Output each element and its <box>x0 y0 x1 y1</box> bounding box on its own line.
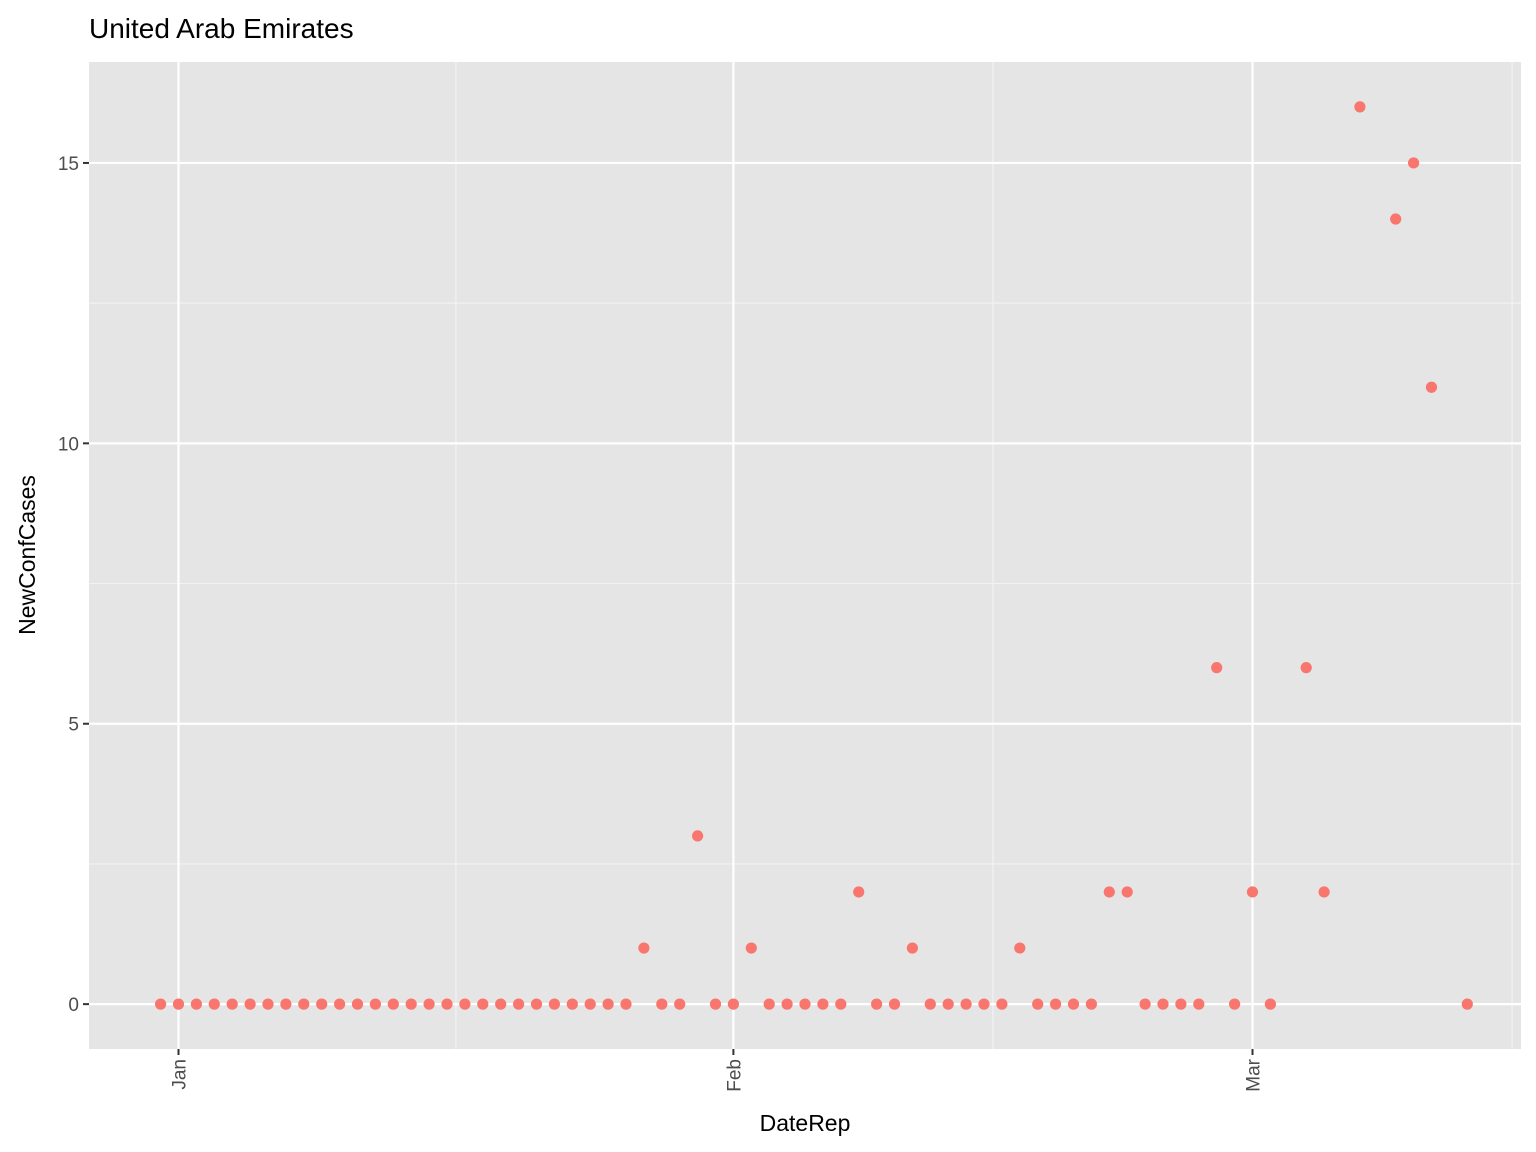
data-point <box>334 998 346 1010</box>
data-point <box>459 998 471 1010</box>
data-point <box>763 998 775 1010</box>
data-point <box>1014 942 1026 954</box>
data-point <box>1032 998 1044 1010</box>
data-point <box>835 998 847 1010</box>
data-point <box>1390 213 1402 225</box>
data-point <box>781 998 793 1010</box>
data-point <box>1246 886 1259 898</box>
data-point <box>602 998 614 1010</box>
data-point <box>423 998 435 1010</box>
data-point <box>1408 157 1420 169</box>
data-point <box>405 998 417 1010</box>
data-point <box>799 998 811 1010</box>
y-axis-title: NewConfCases <box>14 475 40 635</box>
data-point <box>638 942 650 954</box>
data-point <box>727 998 740 1010</box>
data-point <box>1175 998 1187 1010</box>
data-point <box>566 998 578 1010</box>
minor-gridlines <box>89 62 1521 1049</box>
data-point <box>1318 886 1330 898</box>
data-point <box>1354 101 1366 113</box>
data-point <box>369 998 381 1010</box>
data-point <box>226 998 238 1010</box>
data-point <box>692 830 704 842</box>
data-point <box>262 998 274 1010</box>
data-point <box>298 998 310 1010</box>
y-axis: 0 5 10 15 <box>58 154 89 1016</box>
data-point <box>1085 998 1097 1010</box>
data-point <box>244 998 256 1010</box>
data-point <box>1067 998 1080 1010</box>
data-point <box>351 998 364 1010</box>
data-point <box>1050 998 1062 1010</box>
data-point <box>280 998 292 1010</box>
data-point <box>906 942 919 954</box>
plot-panel <box>89 62 1521 1049</box>
data-points <box>155 101 1473 1010</box>
data-point <box>1157 998 1169 1010</box>
data-point <box>495 998 507 1010</box>
data-point <box>817 998 829 1010</box>
y-tick-label: 0 <box>68 995 79 1016</box>
data-point <box>620 998 632 1010</box>
data-point <box>745 942 757 954</box>
x-axis: Jan Feb Mar <box>170 1049 1265 1092</box>
x-tick-label: Mar <box>1244 1058 1265 1091</box>
data-point <box>1264 998 1276 1010</box>
data-point <box>1461 998 1473 1010</box>
data-point <box>584 998 596 1010</box>
x-axis-title: DateRep <box>760 1110 851 1136</box>
data-point <box>709 998 722 1010</box>
data-point <box>1229 998 1241 1010</box>
data-point <box>1300 662 1312 674</box>
data-point <box>155 998 167 1010</box>
data-point <box>1121 886 1133 898</box>
data-point <box>1139 998 1151 1010</box>
data-point <box>387 998 399 1010</box>
data-point <box>477 998 489 1010</box>
data-point <box>656 998 668 1010</box>
x-tick-label: Jan <box>170 1059 191 1090</box>
data-point <box>978 998 990 1010</box>
data-point <box>853 886 865 898</box>
data-point <box>316 998 328 1010</box>
data-point <box>530 998 543 1010</box>
y-tick-label: 15 <box>58 154 79 175</box>
data-point <box>1425 381 1438 393</box>
data-point <box>996 998 1008 1010</box>
data-point <box>674 998 686 1010</box>
data-point <box>513 998 525 1010</box>
data-point <box>960 998 972 1010</box>
data-point <box>871 998 883 1010</box>
x-tick-label: Feb <box>724 1059 745 1092</box>
data-point <box>441 998 453 1010</box>
y-tick-label: 5 <box>68 715 79 736</box>
data-point <box>1211 662 1223 674</box>
data-point <box>924 998 936 1010</box>
data-point <box>1193 998 1205 1010</box>
data-point <box>172 998 185 1010</box>
data-point <box>190 998 202 1010</box>
y-tick-label: 10 <box>58 434 79 455</box>
data-point <box>942 998 954 1010</box>
chart-title: United Arab Emirates <box>89 13 354 44</box>
data-point <box>548 998 561 1010</box>
data-point <box>1103 886 1115 898</box>
data-point <box>888 998 901 1010</box>
data-point <box>208 998 220 1010</box>
